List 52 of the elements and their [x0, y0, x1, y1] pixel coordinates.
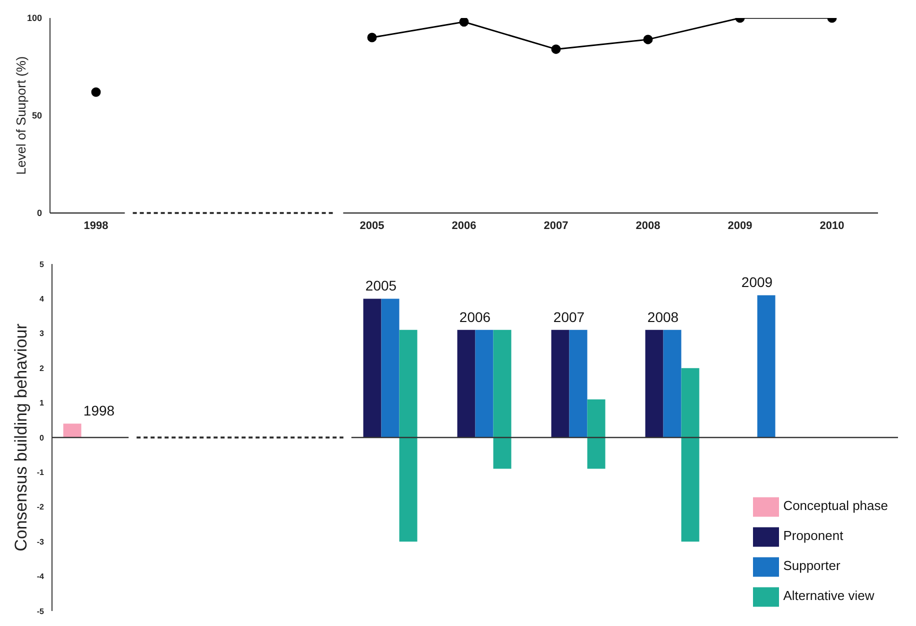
x-tick-label: 1998: [83, 402, 115, 419]
bar: [569, 330, 588, 438]
bar: [681, 368, 700, 542]
bar: [645, 330, 664, 438]
y-tick-label: 1: [40, 398, 45, 408]
point: [459, 18, 469, 27]
x-tick-label: 2010: [820, 220, 844, 232]
x-tick-label: 2005: [360, 220, 384, 232]
y-tick-label: 2: [40, 364, 45, 373]
bar: [493, 330, 512, 469]
point: [367, 32, 377, 42]
x-tick-label: 1998: [84, 220, 108, 232]
legend-label: Conceptual phase: [783, 498, 888, 513]
legend-label: Proponent: [783, 528, 844, 543]
point: [643, 34, 653, 44]
bar: [475, 330, 494, 438]
bar: [381, 298, 400, 438]
y-tick-label: 0: [36, 208, 42, 218]
point: [551, 44, 561, 54]
legend-label: Supporter: [783, 558, 840, 573]
bar: [551, 330, 570, 438]
y-tick-label: -4: [36, 572, 45, 582]
y-tick-label: -3: [36, 537, 45, 546]
bar: [363, 298, 382, 438]
y-tick-label: 5: [40, 260, 45, 269]
bar: [757, 295, 776, 438]
x-tick-label: 2007: [553, 308, 585, 325]
y-axis-title: Consensus building behaviour: [11, 323, 30, 552]
y-tick-label: 3: [40, 329, 45, 338]
bar: [457, 330, 476, 438]
y-axis-title: Level of Suuport (%): [13, 56, 28, 175]
x-tick-label: 2006: [452, 220, 476, 232]
x-tick-label: 2005: [365, 278, 397, 294]
point: [91, 87, 101, 97]
y-tick-label: 100: [26, 13, 42, 24]
y-tick-label: 0: [40, 433, 45, 442]
legend-label: Alternative view: [783, 588, 874, 603]
bar: [587, 399, 606, 469]
x-tick-label: 2008: [636, 220, 660, 232]
x-tick-label: 2007: [544, 220, 568, 232]
y-tick-label: -2: [36, 502, 45, 512]
x-tick-label: 2006: [459, 308, 491, 325]
y-tick-label: 4: [40, 294, 45, 304]
y-tick-label: 50: [32, 110, 42, 121]
x-tick-label: 2009: [741, 274, 773, 290]
y-tick-label: -5: [36, 606, 45, 616]
bar: [63, 424, 82, 438]
x-tick-label: 2009: [728, 220, 752, 232]
y-tick-label: -1: [36, 468, 45, 478]
x-tick-label: 2008: [647, 308, 679, 325]
bar: [663, 330, 682, 438]
bar: [399, 330, 418, 542]
